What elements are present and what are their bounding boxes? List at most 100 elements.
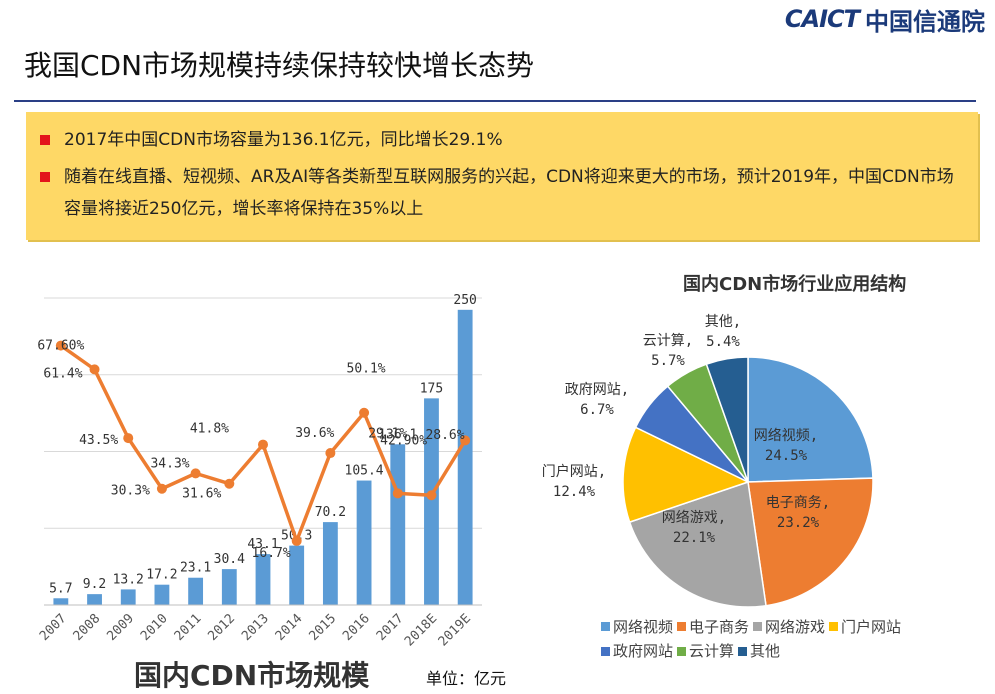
pie-slice-2 [747, 477, 874, 607]
pie-category-label: 网络视频, [754, 428, 818, 444]
bar-2007 [53, 598, 69, 605]
bar-2011 [188, 577, 204, 605]
pie-percent-label: 22.1% [673, 530, 716, 546]
pie-percent-label: 5.4% [706, 334, 740, 350]
logo-en-text: CAICT [784, 5, 860, 33]
bar-value-label: 17.2 [146, 568, 177, 583]
x-tick-label: 2013 [239, 611, 272, 644]
legend-label: 门户网站 [841, 617, 902, 636]
legend-swatch [753, 622, 763, 631]
legend-swatch [677, 622, 687, 631]
growth-rate-point [325, 448, 336, 459]
legend-item: 政府网站 [601, 639, 673, 663]
summary-bullet-1-text: 2017年中国CDN市场容量为136.1亿元，同比增长29.1% [64, 130, 503, 150]
growth-rate-label: 39.6% [295, 426, 334, 441]
growth-rate-point [55, 340, 66, 351]
growth-rate-label: 43.5% [79, 433, 118, 448]
bar-value-label: 70.2 [315, 505, 346, 520]
x-tick-label: 2019E [436, 611, 474, 649]
legend-item: 网络视频 [601, 615, 673, 639]
bar-value-label: 23.1 [180, 561, 211, 576]
pie-category-label: 电子商务, [766, 495, 830, 511]
growth-rate-point [460, 435, 471, 446]
bar-2017 [390, 444, 406, 605]
x-tick-label: 2018E [402, 611, 440, 649]
summary-bullet-1: 2017年中国CDN市场容量为136.1亿元，同比增长29.1% [40, 124, 964, 156]
growth-rate-point [224, 478, 235, 489]
bar-2018E [424, 398, 439, 605]
bar-value-label: 105.4 [345, 464, 384, 479]
x-tick-label: 2009 [104, 611, 137, 644]
pie-slice-1 [747, 356, 874, 483]
growth-rate-point [392, 488, 403, 499]
x-tick-label: 2016 [340, 611, 373, 644]
slide-title: 我国CDN市场规模持续保持较快增长态势 [24, 49, 535, 82]
pie-legend: 网络视频 电子商务 网络游戏 门户网站 政府网站 云计算 其他 [601, 614, 971, 663]
growth-rate-label: 29.1% [368, 426, 407, 441]
bar-2008 [87, 594, 102, 605]
legend-label: 网络游戏 [765, 617, 826, 636]
pie-category-label: 政府网站, [565, 382, 629, 398]
bar-value-label: 136.1 [378, 427, 417, 442]
bar-2015 [322, 522, 338, 605]
bullet-square-icon [40, 172, 50, 182]
bar-value-label: 250 [453, 293, 476, 308]
legend-swatch [601, 646, 610, 656]
growth-rate-label: 30.3% [111, 484, 150, 499]
growth-rate-label: 28.6% [425, 428, 464, 443]
pie-category-label: 其他, [705, 314, 741, 330]
summary-bullet-2: 随着在线直播、短视频、AR及AI等各类新型互联网服务的兴起，CDN将迎来更大的市… [40, 161, 964, 225]
growth-rate-label: 31.6% [182, 487, 221, 502]
bullet-square-icon [40, 135, 50, 145]
pie-category-label: 云计算, [643, 333, 693, 349]
legend-swatch [677, 646, 687, 656]
x-tick-label: 2007 [37, 611, 70, 644]
growth-rate-point [291, 535, 302, 546]
x-tick-label: 2010 [138, 611, 171, 644]
bar-value-label: 30.4 [214, 552, 245, 567]
growth-rate-point [359, 407, 370, 418]
pie-slice-7 [705, 356, 749, 483]
legend-item: 电子商务 [677, 615, 749, 639]
pie-percent-label: 5.7% [651, 353, 685, 369]
pie-slice-4 [622, 426, 750, 524]
growth-rate-label: 41.8% [190, 422, 229, 437]
bar-2012 [221, 569, 237, 605]
growth-rate-label: 16.7% [252, 546, 291, 561]
growth-rate-label: 34.3% [150, 456, 189, 471]
bar-2019E [457, 309, 473, 605]
bar-value-label: 9.2 [83, 577, 106, 592]
pie-category-label: 门户网站, [542, 463, 606, 480]
legend-swatch [829, 622, 839, 631]
growth-rate-label: 50.1% [347, 362, 386, 377]
growth-rate-label: 61.4% [43, 366, 82, 381]
bar-value-label: 43.1 [247, 537, 278, 552]
growth-rate-point [258, 439, 268, 450]
legend-label: 云计算 [689, 642, 735, 660]
bar-2014 [289, 545, 305, 605]
growth-rate-label: 42.90% [380, 433, 427, 448]
growth-rate-point [426, 490, 437, 501]
legend-swatch [601, 622, 610, 631]
legend-label: 电子商务 [689, 617, 750, 636]
x-tick-label: 2015 [306, 611, 339, 644]
legend-label: 政府网站 [613, 642, 674, 660]
bar-2016 [356, 480, 372, 605]
pie-percent-label: 6.7% [580, 402, 614, 418]
pie-percent-label: 12.4% [553, 484, 596, 500]
x-tick-label: 2008 [71, 611, 104, 644]
bar-2013 [255, 554, 271, 605]
pie-chart-title: 国内CDN市场行业应用结构 [683, 274, 907, 295]
legend-swatch [738, 646, 748, 656]
growth-rate-point [156, 483, 167, 494]
pie-percent-label: 23.2% [777, 515, 820, 531]
pie-percent-label: 24.5% [765, 448, 808, 464]
growth-rate-point [190, 468, 201, 479]
industry-structure-pie: 网络视频, 24.5% 电子商务, 23.2% 网络游戏, 22.1% 门户网站, 12.4%… [542, 314, 874, 608]
x-tick-label: 2011 [172, 611, 205, 644]
bar-value-label: 13.2 [113, 572, 144, 587]
bar-value-label: 175 [420, 381, 443, 396]
title-divider [14, 100, 976, 102]
legend-item: 门户网站 [829, 615, 901, 639]
summary-box: 2017年中国CDN市场容量为136.1亿元，同比增长29.1% 随着在线直播、… [26, 112, 978, 240]
